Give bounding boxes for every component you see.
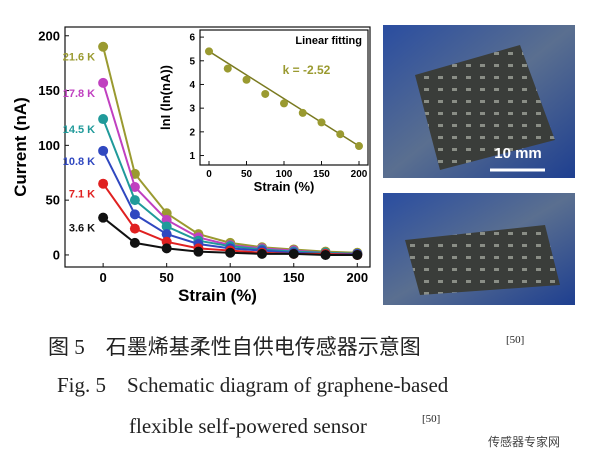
series-label: 3.6 K xyxy=(69,223,95,235)
photo-top: 10 mm xyxy=(383,25,575,178)
x-tick-label: 100 xyxy=(219,270,241,285)
data-point xyxy=(98,114,109,125)
series-label: 17.8 K xyxy=(63,88,95,100)
inset-bg xyxy=(200,30,368,165)
scale-label: 10 mm xyxy=(494,145,542,162)
series-label: 10.8 K xyxy=(63,156,95,168)
caption-en-ref: [50] xyxy=(422,413,440,425)
x-tick-label: 0 xyxy=(100,270,107,285)
x-tick-label: 50 xyxy=(159,270,173,285)
y-tick-label: 200 xyxy=(38,28,60,43)
x-tick-label: 0 xyxy=(206,169,212,180)
data-point xyxy=(256,248,267,259)
y-tick-label: 1 xyxy=(189,151,195,162)
caption-cn: 图 5 石墨烯基柔性自供电传感器示意图 xyxy=(48,335,421,359)
series-label: 21.6 K xyxy=(63,52,95,64)
data-point xyxy=(161,221,172,232)
data-point xyxy=(280,99,288,108)
series-label: 14.5 K xyxy=(63,124,95,136)
x-tick-label: 200 xyxy=(346,270,368,285)
data-point xyxy=(98,77,109,88)
data-point xyxy=(129,182,140,192)
x-axis-label: Strain (%) xyxy=(178,286,257,305)
y-tick-label: 4 xyxy=(189,80,195,91)
data-point xyxy=(161,243,172,254)
data-point xyxy=(98,178,109,189)
data-point xyxy=(336,130,345,139)
plot-frame xyxy=(64,26,371,268)
data-point xyxy=(129,223,140,234)
y-tick-label: 50 xyxy=(46,193,60,208)
data-point xyxy=(317,118,326,127)
data-point xyxy=(205,47,213,56)
annotation: k = -2.52 xyxy=(283,63,331,77)
x-tick-label: 150 xyxy=(313,169,330,180)
caption-en: flexible self-powered sensor xyxy=(129,414,367,438)
data-point xyxy=(261,89,270,98)
y-tick-label: 6 xyxy=(189,33,195,44)
y-tick-label: 0 xyxy=(53,247,60,262)
y-tick-label: 5 xyxy=(189,56,195,67)
data-point xyxy=(352,249,363,260)
data-point xyxy=(193,246,204,257)
caption-en: Fig. 5 Schematic diagram of graphene-bas… xyxy=(57,373,449,397)
data-point xyxy=(129,237,140,248)
x-tick-label: 100 xyxy=(276,169,293,180)
data-point xyxy=(98,212,109,223)
y-axis-label: Current (nA) xyxy=(11,97,30,196)
x-tick-label: 200 xyxy=(351,169,368,180)
data-point xyxy=(223,64,232,73)
y-tick-label: 150 xyxy=(38,83,60,98)
data-point xyxy=(161,229,172,240)
watermark: 传感器专家网 xyxy=(488,434,560,449)
y-axis-label: lnI (ln(nA)) xyxy=(158,65,173,130)
x-axis-label: Strain (%) xyxy=(254,179,315,194)
data-point xyxy=(98,41,109,52)
data-point xyxy=(129,195,140,206)
caption-cn-ref: [50] xyxy=(506,334,524,346)
y-tick-label: 2 xyxy=(189,127,195,138)
data-point xyxy=(298,108,307,117)
data-point xyxy=(320,249,331,260)
data-point xyxy=(355,142,363,151)
data-point xyxy=(98,145,109,156)
fit-line xyxy=(208,50,360,147)
data-point xyxy=(129,209,140,220)
fit-legend: Linear fitting xyxy=(295,35,362,47)
photo-bottom xyxy=(383,193,575,305)
data-point xyxy=(288,248,299,259)
data-point xyxy=(225,247,236,258)
y-tick-label: 3 xyxy=(189,104,195,115)
data-point xyxy=(242,75,251,84)
series-label: 7.1 K xyxy=(69,189,95,201)
x-tick-label: 150 xyxy=(283,270,305,285)
y-tick-label: 100 xyxy=(38,138,60,153)
x-tick-label: 50 xyxy=(241,169,253,180)
